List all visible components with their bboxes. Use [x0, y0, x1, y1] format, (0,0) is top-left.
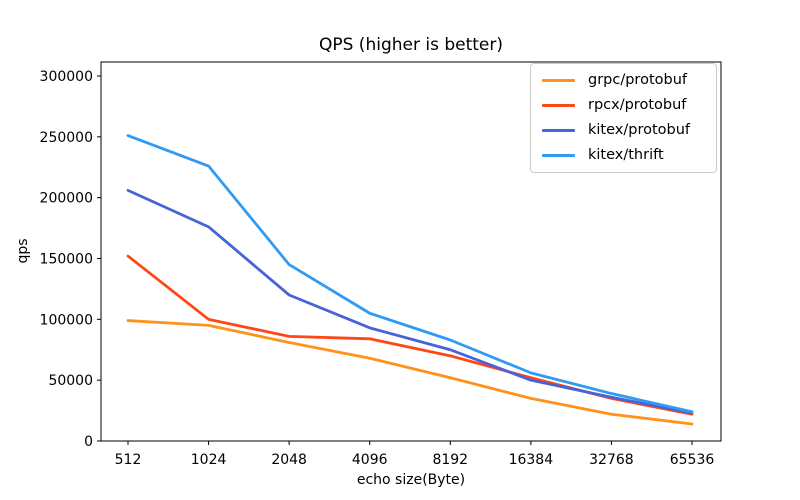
- legend-line-swatch: [542, 154, 575, 157]
- legend-item: rpcx/protobuf: [531, 93, 716, 118]
- x-axis-label: echo size(Byte): [357, 472, 465, 488]
- series-line-grpc-protobuf: [126, 319, 694, 426]
- legend-label: kitex/protobuf: [588, 122, 691, 139]
- y-tick-label: 250000: [40, 130, 93, 146]
- legend-item: grpc/protobuf: [531, 68, 716, 93]
- x-tick-label: 8192: [432, 452, 468, 468]
- series-line-kitex-protobuf: [126, 188, 694, 415]
- chart-title: QPS (higher is better): [319, 35, 503, 55]
- series-line-rpcx-protobuf: [126, 254, 694, 416]
- y-tick-label: 50000: [48, 373, 93, 389]
- y-tick-label: 150000: [40, 251, 93, 267]
- y-tick-label: 0: [84, 434, 93, 450]
- x-tick-label: 65536: [670, 452, 715, 468]
- legend-label: kitex/thrift: [588, 147, 664, 164]
- x-tick-label: 16384: [509, 452, 554, 468]
- series-line-kitex-thrift: [126, 134, 694, 414]
- y-tick-label: 100000: [40, 312, 93, 328]
- x-tick-label: 1024: [191, 452, 227, 468]
- legend-line-swatch: [542, 129, 575, 132]
- legend-line-swatch: [542, 104, 575, 107]
- y-tick-label: 200000: [40, 191, 93, 207]
- x-tick-label: 512: [115, 452, 142, 468]
- x-tick-label: 32768: [589, 452, 634, 468]
- legend-label: grpc/protobuf: [588, 72, 688, 89]
- legend-item: kitex/protobuf: [531, 118, 716, 143]
- y-axis-label: qps: [15, 238, 31, 263]
- legend-item: kitex/thrift: [531, 143, 716, 168]
- legend-line-swatch: [542, 79, 575, 82]
- chart-canvas: 0 50000 100000 150000 200000 250000 300000 512 1…: [40, 61, 722, 468]
- x-tick-label: 2048: [271, 452, 307, 468]
- legend-label: rpcx/protobuf: [588, 97, 687, 114]
- y-tick-label: 300000: [40, 69, 93, 85]
- axes-spines: [100, 61, 722, 442]
- legend: grpc/protobuf rpcx/protobuf kitex/protobuf…: [530, 63, 717, 173]
- x-tick-label: 4096: [352, 452, 388, 468]
